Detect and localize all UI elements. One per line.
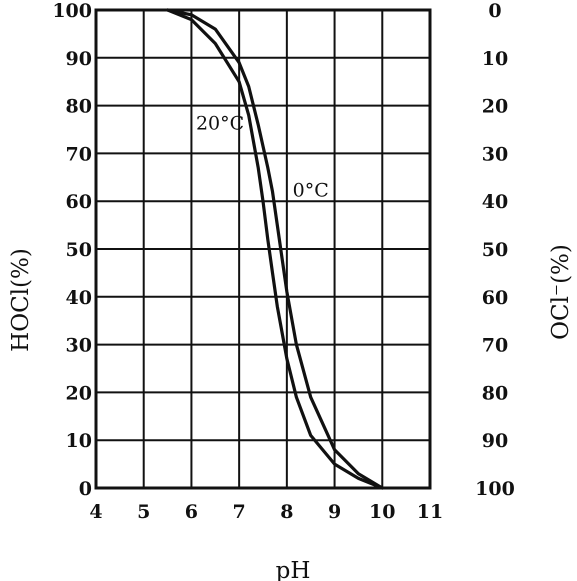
grid xyxy=(95,9,431,489)
y-tick-label-left: 60 xyxy=(66,191,92,213)
x-tick-label: 9 xyxy=(328,501,341,523)
y-tick-label-right: 40 xyxy=(482,191,508,213)
tick-labels: 4 5 6 7 8 9 10 11010203040506070809010010090807… xyxy=(52,0,515,523)
y-tick-label-left: 40 xyxy=(66,287,92,309)
y-tick-label-left: 0 xyxy=(79,478,92,500)
y-tick-label-left: 80 xyxy=(66,96,92,118)
y-axis-label-right: OCl⁻(%) xyxy=(548,244,574,340)
curve-annotation: 0°C xyxy=(293,179,329,201)
y-tick-label-right: 70 xyxy=(482,335,508,357)
y-tick-label-left: 100 xyxy=(52,0,92,22)
x-tick-label: 6 xyxy=(185,501,198,523)
y-tick-label-left: 90 xyxy=(66,48,92,70)
y-tick-label-left: 50 xyxy=(66,239,92,261)
y-tick-label-right: 90 xyxy=(482,430,508,452)
y-tick-label-right: 0 xyxy=(488,0,501,22)
y-axis-label-left: HOCl(%) xyxy=(8,248,34,352)
y-tick-label-left: 20 xyxy=(66,382,92,404)
x-axis-label: pH xyxy=(276,558,311,581)
x-tick-label: 5 xyxy=(137,501,150,523)
curve-annotation: 20°C xyxy=(196,113,244,135)
y-tick-label-left: 70 xyxy=(66,143,92,165)
x-tick-label: 4 xyxy=(89,501,102,523)
y-tick-label-left: 30 xyxy=(66,335,92,357)
plot-frame xyxy=(94,8,432,490)
y-tick-label-right: 50 xyxy=(482,239,508,261)
y-tick-label-right: 80 xyxy=(482,382,508,404)
y-tick-label-right: 10 xyxy=(482,48,508,70)
series-line-0c xyxy=(166,8,384,490)
y-tick-label-left: 10 xyxy=(66,430,92,452)
x-tick-label: 7 xyxy=(233,501,246,523)
x-tick-label: 10 xyxy=(369,501,395,523)
series-line-20c xyxy=(166,8,384,490)
y-tick-label-right: 20 xyxy=(482,96,508,118)
x-tick-label: 8 xyxy=(280,501,293,523)
y-tick-label-right: 60 xyxy=(482,287,508,309)
x-tick-label: 11 xyxy=(417,501,443,523)
y-tick-label-right: 30 xyxy=(482,143,508,165)
annotations: 20°C 0°C xyxy=(196,113,329,202)
curves xyxy=(166,8,384,490)
y-tick-label-right: 100 xyxy=(475,478,515,500)
